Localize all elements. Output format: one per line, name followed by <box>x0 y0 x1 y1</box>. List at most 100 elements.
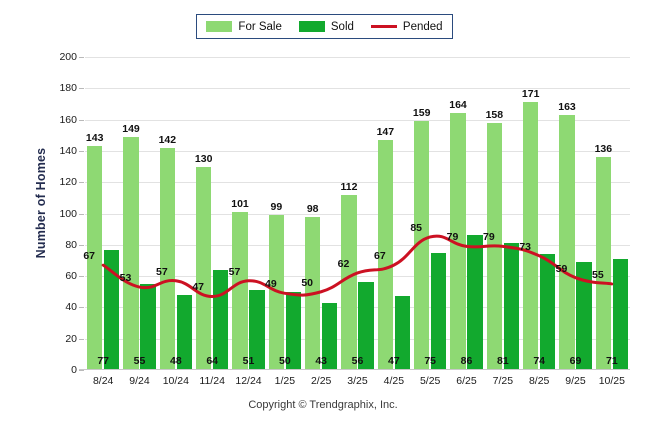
bar-for-sale[interactable] <box>413 121 430 370</box>
legend-line-pended <box>370 25 397 28</box>
bar-for-sale[interactable] <box>232 211 248 370</box>
bar-sold[interactable] <box>358 282 374 370</box>
bar-label-for-sale: 130 <box>194 152 213 165</box>
y-tick-label: 120 <box>59 176 77 189</box>
plot-area: 143 77 149 55 142 48 130 64 101 51 99 50 98 43 112 56 14… <box>79 57 630 371</box>
bar-sold[interactable] <box>321 302 338 370</box>
bar-label-for-sale: 147 <box>376 125 395 138</box>
y-tick-mark <box>79 150 84 152</box>
y-tick-mark <box>79 88 84 90</box>
pended-value-label: 50 <box>301 276 313 289</box>
bar-label-for-sale: 101 <box>231 197 249 210</box>
bar-label-for-sale: 149 <box>122 122 140 135</box>
legend-label-sold: Sold <box>330 20 354 33</box>
bar-label-sold: 47 <box>387 355 400 367</box>
y-tick-mark <box>79 119 84 121</box>
pended-value-label: 79 <box>482 231 495 244</box>
bar-for-sale[interactable] <box>195 166 212 370</box>
x-axis-label: 3/25 <box>347 375 368 387</box>
bar-for-sale[interactable] <box>304 216 321 370</box>
copyright-notice: Copyright © Trendgraphix, Inc. <box>248 399 398 411</box>
bar-sold[interactable] <box>394 296 411 370</box>
gridline <box>85 307 630 309</box>
bar-sold[interactable] <box>285 291 302 370</box>
pended-value-label: 85 <box>410 221 422 234</box>
bar-sold[interactable] <box>503 243 520 370</box>
y-tick-label: 0 <box>71 364 77 376</box>
bar-label-for-sale: 99 <box>270 201 283 214</box>
bar-sold[interactable] <box>576 262 592 370</box>
bar-sold[interactable] <box>140 283 156 370</box>
legend-item-pended[interactable]: Pended <box>370 20 443 33</box>
pended-value-label: 67 <box>83 250 95 263</box>
bar-for-sale[interactable] <box>559 114 575 370</box>
bar-for-sale[interactable] <box>123 136 139 370</box>
legend-swatch-for-sale <box>206 21 233 32</box>
pended-value-label: 47 <box>192 281 204 294</box>
bar-sold[interactable] <box>539 254 556 370</box>
pended-value-label: 79 <box>446 231 459 244</box>
bar-label-sold: 86 <box>460 355 473 367</box>
gridline <box>85 119 630 121</box>
y-tick-label: 20 <box>65 332 77 345</box>
bar-label-for-sale: 136 <box>594 143 613 156</box>
bar-for-sale[interactable] <box>595 157 612 370</box>
y-tick-mark <box>79 244 84 246</box>
bar-label-sold: 43 <box>315 355 327 367</box>
pended-value-label: 49 <box>264 278 277 291</box>
bar-for-sale[interactable] <box>159 147 176 370</box>
bar-for-sale[interactable] <box>486 122 503 370</box>
x-axis-baseline <box>79 369 630 370</box>
y-tick-label: 160 <box>59 113 77 126</box>
legend-item-for-sale[interactable]: For Sale <box>206 21 282 33</box>
bar-sold[interactable] <box>176 294 193 370</box>
pended-value-label: 59 <box>555 262 568 275</box>
y-tick-label: 80 <box>65 238 77 251</box>
bar-sold[interactable] <box>430 252 447 370</box>
gridline <box>85 213 630 215</box>
bar-label-for-sale: 164 <box>449 99 467 112</box>
y-tick-mark <box>79 370 84 371</box>
pended-value-label: 67 <box>373 250 386 263</box>
pended-value-label: 55 <box>591 268 604 281</box>
y-tick-mark <box>79 182 84 184</box>
bar-label-sold: 77 <box>97 355 109 367</box>
bar-label-for-sale: 98 <box>306 202 319 215</box>
pended-value-label: 62 <box>337 257 350 270</box>
x-axis-label: 10/24 <box>162 375 189 387</box>
y-tick-label: 200 <box>59 51 77 63</box>
y-tick-mark <box>79 338 84 340</box>
pended-value-label: 57 <box>228 265 241 278</box>
pended-value-label: 57 <box>155 265 168 278</box>
bar-label-sold: 74 <box>533 355 545 367</box>
bar-sold[interactable] <box>103 249 120 370</box>
legend-item-sold[interactable]: Sold <box>298 20 354 33</box>
bar-sold[interactable] <box>249 290 265 370</box>
bar-for-sale[interactable] <box>268 215 285 370</box>
bar-label-sold: 69 <box>569 355 582 367</box>
legend-label-pended: Pended <box>402 20 443 33</box>
bar-label-sold: 71 <box>605 355 618 367</box>
bar-label-sold: 50 <box>278 355 291 367</box>
gridline <box>85 88 630 90</box>
bar-label-for-sale: 159 <box>412 107 431 120</box>
bar-for-sale[interactable] <box>522 102 539 370</box>
y-tick-label: 40 <box>65 301 77 314</box>
bar-label-sold: 56 <box>351 355 364 367</box>
y-tick-label: 100 <box>59 207 77 220</box>
x-axis-label: 8/24 <box>92 375 114 387</box>
x-axis-label: 12/24 <box>235 375 262 387</box>
y-tick-label: 180 <box>59 82 77 95</box>
bar-for-sale[interactable] <box>86 146 103 370</box>
bar-label-sold: 55 <box>133 355 146 367</box>
gridline <box>85 338 630 340</box>
bar-for-sale[interactable] <box>341 194 357 370</box>
bar-label-sold: 48 <box>169 355 182 367</box>
bar-sold[interactable] <box>612 258 629 370</box>
bar-label-for-sale: 112 <box>340 180 358 193</box>
x-axis-label: 9/25 <box>565 375 586 387</box>
bar-sold[interactable] <box>467 235 483 370</box>
y-tick-label: 60 <box>65 270 77 283</box>
chart-legend: For Sale Sold Pended <box>196 14 453 39</box>
